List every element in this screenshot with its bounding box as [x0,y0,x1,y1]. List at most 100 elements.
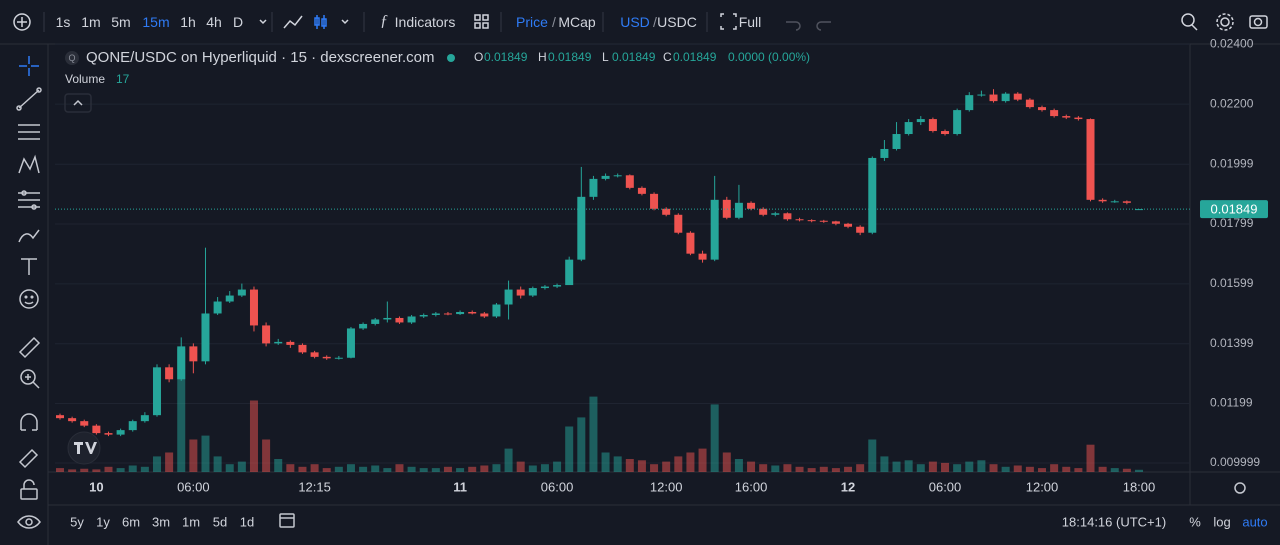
candle-body [892,134,901,149]
ohlc-label: C [663,50,672,64]
full-button[interactable]: Full [738,14,762,30]
candle-body [104,433,113,435]
ohlc-value: 0.01849 [673,50,717,64]
symbol-icon: Q [68,53,75,63]
volume-bar [286,464,295,472]
volume-bar [722,452,731,472]
volume-bar [589,396,598,472]
volume-bar [298,466,307,472]
scale-button[interactable]: log [1213,514,1231,530]
volume-bar [262,439,271,472]
candle-body [856,226,865,233]
candle-body [650,193,659,209]
volume-bar [492,464,501,472]
volume-bar [759,464,768,472]
interval-button[interactable]: 15m [142,14,170,30]
volume-bar [613,456,622,472]
volume-bar [565,426,574,472]
volume-bar [953,464,962,472]
volume-bar [431,468,440,472]
volume-bar [904,460,913,472]
x-tick-label: 12:00 [650,479,683,494]
candle-body [1038,107,1047,111]
x-tick-label: 11 [453,479,467,494]
candle-body [213,301,222,314]
volume-bar [383,468,392,472]
volume-bar [941,462,950,472]
range-button[interactable]: 5y [70,514,84,530]
volume-bar [674,456,683,472]
range-button[interactable]: 5d [212,514,228,530]
candle-body [298,344,307,353]
candle-body [601,175,610,179]
volume-value: 17 [116,72,130,86]
candle-body [274,341,283,344]
candle-body [262,325,271,344]
volume-bar [710,404,719,472]
separator: / [653,14,657,30]
candle-body [613,175,622,177]
interval-button[interactable]: 4h [206,14,222,30]
y-tick-label: 0.009999 [1210,455,1260,469]
volume-bar [916,464,925,472]
ohlc-label: L [602,50,609,64]
indicators-button[interactable]: Indicators [394,14,456,30]
volume-bar [1001,466,1010,472]
x-tick-label: 06:00 [541,479,574,494]
candle-body [747,202,756,209]
volume-bar [831,468,840,472]
interval-button[interactable]: D [232,14,244,30]
range-button[interactable]: 1y [96,514,110,530]
candle-body [965,95,974,111]
candle-body [795,219,804,221]
candle-body [565,259,574,286]
candle-body [334,357,343,359]
y-tick-label: 0.01999 [1210,156,1254,170]
candle-body [904,122,913,135]
candle-body [443,313,452,315]
fx-icon: ƒ [380,13,388,30]
ohlc-value: 0.01849 [612,50,656,64]
scale-button[interactable]: % [1189,514,1201,530]
range-button[interactable]: 3m [151,514,171,530]
candle-body [322,356,331,359]
volume-bar [1013,465,1022,472]
logo [67,431,101,465]
candle-body [1001,93,1010,102]
range-button[interactable]: 1m [181,514,201,530]
candle-body [722,199,731,218]
candle-body [249,289,258,326]
volume-bar [540,464,549,472]
price-mode[interactable]: MCap [558,14,596,30]
scale-button[interactable]: auto [1242,514,1268,530]
volume-bar [310,464,319,472]
interval-button[interactable]: 5m [111,14,131,30]
candle-body [80,421,89,426]
range-button[interactable]: 1d [239,514,255,530]
interval-button[interactable]: 1m [81,14,101,30]
volume-bar [346,464,355,472]
interval-button[interactable]: 1h [180,14,196,30]
candle-body [225,295,234,302]
y-tick-label: 0.01399 [1210,336,1254,350]
volume-bar [1062,466,1071,472]
currency[interactable]: USD [620,14,650,30]
volume-bar [371,465,380,472]
candle-body [165,367,174,380]
candle-body [916,119,925,123]
interval-button[interactable]: 1s [55,14,71,30]
volume-bar [819,466,828,472]
candle-body [346,328,355,358]
candle-body [1050,110,1059,117]
price-mode[interactable]: Price [516,14,548,30]
range-button[interactable]: 6m [121,514,141,530]
candle-body [128,421,137,431]
candle-body [1122,201,1131,203]
volume-bar [201,435,210,472]
volume-bar [698,448,707,472]
volume-bar [1122,468,1131,472]
candle-body [637,187,646,194]
currency[interactable]: USDC [657,14,697,30]
volume-bar [880,456,889,472]
